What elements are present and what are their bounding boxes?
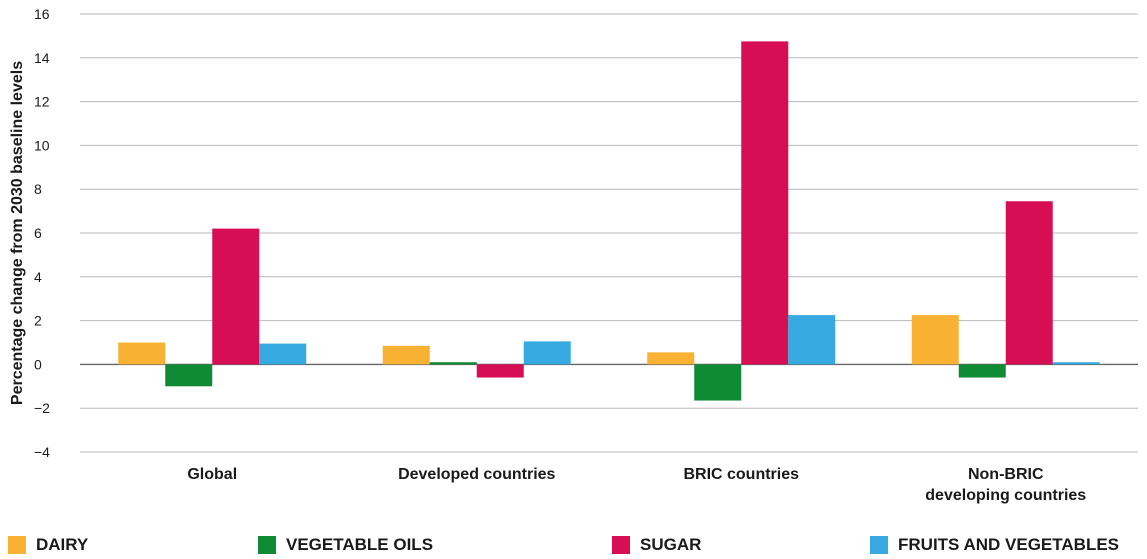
legend-item: VEGETABLE OILS <box>258 531 433 559</box>
y-tick-label: 8 <box>34 181 42 197</box>
bar-vegetable-oils <box>694 364 742 401</box>
legend-label: VEGETABLE OILS <box>286 535 434 554</box>
bar-vegetable-oils <box>958 364 1006 378</box>
category-label: developing countries <box>925 487 1086 504</box>
bar-sugar <box>741 41 789 365</box>
y-tick-label: 10 <box>34 137 50 153</box>
bar-sugar <box>1005 201 1053 365</box>
bar-fruits-and-vegetables <box>259 343 307 365</box>
bar-fruits-and-vegetables <box>788 315 836 365</box>
bar-dairy <box>647 352 695 365</box>
y-tick-label: 0 <box>34 356 42 372</box>
category-label: Global <box>187 466 237 483</box>
bar-chart: 16 14 12 10 8 6 4 2 0 −2 −4 Percentage change from … <box>9 6 1138 504</box>
legend-item: FRUITS AND VEGETABLES <box>870 531 1119 559</box>
bar-sugar <box>212 228 260 365</box>
bar-fruits-and-vegetables <box>523 341 571 365</box>
y-tick-label: −2 <box>34 400 50 416</box>
y-tick-label: 12 <box>34 94 50 110</box>
legend: DAIRY VEGETABLE OILS SUGAR FRUITS AND VEGET… <box>0 531 1147 559</box>
bar-vegetable-oils <box>165 364 213 387</box>
y-tick-label: 16 <box>34 6 50 22</box>
legend-swatch <box>870 536 888 554</box>
bar-dairy <box>382 345 430 365</box>
legend-swatch <box>258 536 276 554</box>
y-tick-label: 4 <box>34 269 42 285</box>
bar-dairy <box>911 315 959 365</box>
legend-item: SUGAR <box>612 531 701 559</box>
y-tick-label: 14 <box>34 50 50 66</box>
legend-swatch <box>612 536 630 554</box>
legend-label: FRUITS AND VEGETABLES <box>898 535 1120 554</box>
bar-vegetable-oils <box>429 362 477 365</box>
y-tick-label: 2 <box>34 313 42 329</box>
y-tick-label: 6 <box>34 225 42 241</box>
y-axis-label: Percentage change from 2030 baseline lev… <box>9 61 26 405</box>
y-tick-label: −4 <box>34 444 50 460</box>
legend-swatch <box>8 536 26 554</box>
legend-label: DAIRY <box>36 535 89 554</box>
bar-fruits-and-vegetables <box>1052 362 1100 365</box>
bar-sugar <box>476 364 524 378</box>
legend-label: SUGAR <box>640 535 702 554</box>
legend-item: DAIRY <box>8 531 88 559</box>
category-label: Developed countries <box>398 466 555 483</box>
category-label: Non-BRIC <box>968 466 1044 483</box>
bar-dairy <box>118 342 166 365</box>
category-label: BRIC countries <box>683 466 799 483</box>
